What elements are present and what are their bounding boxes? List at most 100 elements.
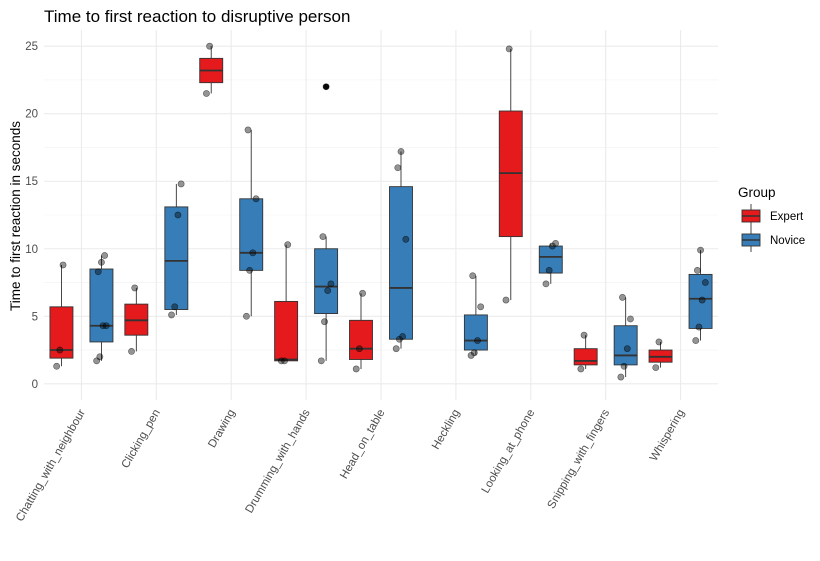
data-point [627, 315, 634, 323]
data-point [655, 338, 663, 346]
data-point [542, 280, 550, 288]
box-expert-snipping_with_fingers [573, 335, 598, 369]
box-body [314, 248, 339, 315]
data-point [693, 266, 701, 274]
data-point [319, 233, 327, 241]
data-point [474, 337, 481, 344]
box-body [239, 198, 264, 271]
data-point [692, 337, 700, 344]
box-novice-drumming_with_hands [314, 83, 339, 361]
x-tick-label: Drumming_with_hands [244, 407, 313, 515]
data-point [94, 268, 102, 276]
box-expert-drawing [199, 46, 224, 94]
data-point [203, 90, 210, 97]
x-tick-label: Looking_at_phone [480, 408, 538, 496]
box-novice-whispering [688, 250, 713, 341]
data-point [619, 293, 626, 301]
data-point [359, 289, 366, 297]
data-point [322, 83, 330, 91]
legend-label: Novice [770, 235, 805, 247]
y-tick-label: 10 [25, 244, 38, 256]
data-point [701, 279, 709, 286]
data-point [392, 345, 400, 353]
data-point [206, 42, 214, 50]
data-point [244, 126, 252, 134]
box-expert-chatting_with_neighbour [49, 264, 74, 367]
data-point [171, 303, 179, 311]
data-point [281, 357, 288, 365]
data-point [252, 195, 260, 203]
box-body [573, 348, 598, 366]
data-point [695, 323, 703, 331]
x-axis: Chatting_with_neighbour Clicking_pen Drawi… [14, 407, 687, 523]
data-point [352, 365, 360, 373]
box-expert-drumming_with_hands [274, 244, 299, 362]
y-tick-label: 5 [32, 311, 38, 323]
data-point [623, 345, 631, 353]
data-point [397, 148, 405, 155]
box-novice-chatting_with_neighbour [89, 255, 114, 361]
x-tick-label: Whispering [648, 408, 687, 464]
data-point [552, 239, 559, 247]
data-point [177, 180, 185, 188]
data-point [652, 364, 660, 371]
data-point [59, 261, 67, 269]
x-tick-label: Clicking_pen [120, 408, 163, 471]
legend-title: Group [738, 185, 776, 200]
chart-title: Time to first reaction to disruptive per… [44, 7, 350, 26]
x-tick-label: Drawing [206, 408, 237, 451]
data-point [505, 45, 513, 53]
data-point [469, 272, 477, 280]
box-expert-clicking_pen [124, 287, 149, 352]
data-point [617, 373, 625, 381]
data-point [98, 258, 105, 266]
data-point [128, 347, 135, 355]
data-point [324, 287, 332, 295]
data-point [355, 345, 363, 353]
data-point [246, 266, 254, 274]
box-body [463, 314, 488, 351]
box-novice-heckling [463, 275, 488, 356]
x-tick-label: Snipping_with_fingers [546, 407, 613, 511]
data-point [243, 312, 250, 320]
data-point [131, 284, 139, 292]
grid-layer [44, 30, 718, 400]
data-point [284, 241, 292, 249]
y-axis: 0 5 10 15 20 25 [25, 41, 38, 391]
data-point [394, 164, 402, 172]
data-point [53, 362, 61, 370]
box-body [49, 306, 74, 359]
box-body [389, 186, 413, 340]
points-layer [53, 42, 709, 381]
data-point [620, 362, 628, 370]
data-point [101, 252, 109, 259]
marks-layer [49, 46, 713, 378]
box-body [613, 325, 638, 366]
legend: Group Expert Novice [738, 185, 805, 252]
data-point [168, 311, 175, 319]
x-tick-label: Chatting_with_neighbour [14, 407, 88, 523]
data-point [402, 235, 410, 243]
x-tick-label: Heckling [430, 408, 462, 452]
y-tick-label: 15 [25, 176, 38, 188]
data-point [477, 303, 485, 311]
data-point [580, 331, 588, 339]
data-point [470, 349, 478, 357]
box-expert-whispering [648, 341, 673, 368]
data-point [56, 346, 64, 354]
data-point [502, 296, 510, 304]
box-body [89, 268, 114, 343]
box-novice-drawing [239, 129, 264, 317]
outlier-point [323, 83, 330, 90]
legend-label: Expert [770, 211, 804, 223]
box-body [274, 300, 299, 362]
data-point [698, 296, 706, 304]
data-point [102, 322, 110, 330]
box-novice-snipping_with_fingers [613, 297, 638, 378]
box-body [349, 319, 373, 360]
data-point [96, 353, 104, 361]
x-tick-label: Head_on_table [338, 408, 387, 482]
box-body [164, 206, 189, 310]
data-point [317, 357, 325, 365]
